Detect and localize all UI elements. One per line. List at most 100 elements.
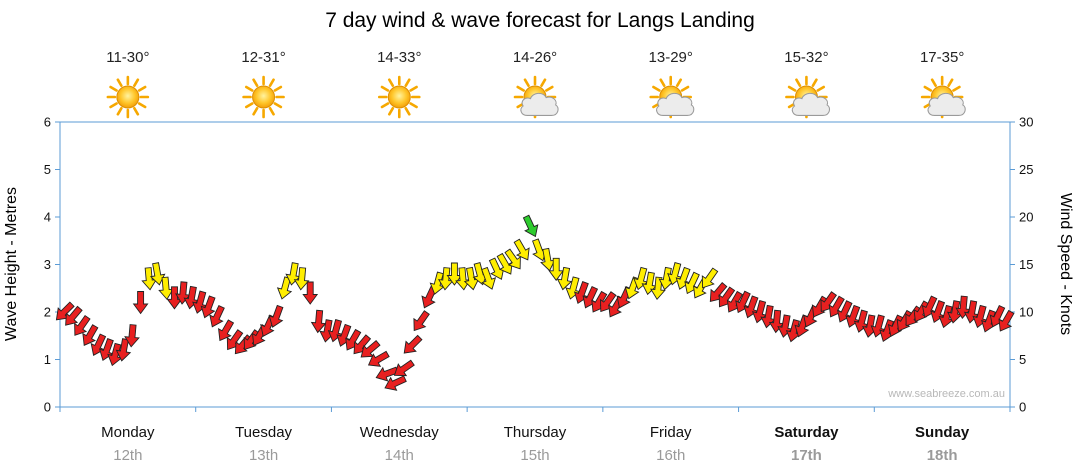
left-tick-label: 0 — [44, 400, 51, 415]
wind-arrow — [209, 304, 225, 328]
day-temp-range: 14-26° — [513, 49, 557, 66]
sun-ray — [380, 102, 390, 109]
sun-icon — [106, 75, 150, 119]
right-tick-label: 0 — [1019, 400, 1026, 415]
sun-ray — [273, 102, 283, 109]
wind-arrow — [293, 267, 310, 291]
wind-arrow — [82, 324, 99, 346]
sun-ray — [252, 78, 259, 87]
sun-ray — [109, 102, 118, 109]
day-temp-range: 14-33° — [377, 49, 421, 66]
sun-ray — [923, 85, 933, 92]
wind-arrow — [218, 319, 235, 342]
sun-ray — [930, 78, 937, 87]
sun-ray — [404, 107, 411, 116]
sun-ray — [380, 85, 390, 92]
sun-ray — [387, 78, 395, 87]
day-name: Saturday — [774, 424, 839, 441]
day-date: 13th — [249, 447, 278, 464]
wind-arrow — [302, 281, 319, 305]
wind-arrow — [65, 305, 83, 326]
watermark: www.seabreeze.com.au — [887, 388, 1005, 400]
right-tick-label: 30 — [1019, 115, 1033, 130]
sun-ray — [137, 85, 147, 92]
wind-arrow — [496, 252, 513, 275]
sun-cloud-icon — [920, 75, 966, 119]
day-date: 12th — [113, 447, 142, 464]
sun-core — [116, 85, 140, 109]
sun-ray — [652, 85, 661, 92]
sun-ray — [787, 85, 797, 92]
day-name: Tuesday — [235, 424, 292, 441]
wind-arrow — [403, 334, 423, 354]
sun-ray — [680, 85, 690, 92]
sun-cloud-icon — [649, 75, 695, 119]
wind-arrows-layer — [55, 214, 1015, 391]
cloud-icon — [520, 92, 559, 116]
sun-ray — [516, 85, 525, 92]
wind-arrow — [548, 257, 565, 282]
sun-ray — [523, 78, 530, 87]
right-tick-label: 5 — [1019, 352, 1026, 367]
left-tick-label: 3 — [44, 257, 51, 272]
plot-frame — [59, 121, 1011, 408]
sun-ray — [133, 107, 140, 116]
wind-arrow — [998, 309, 1015, 332]
day-date: 18th — [927, 447, 958, 464]
day-name: Sunday — [915, 424, 970, 441]
right-axis-label: Wind Speed - Knots — [1057, 193, 1074, 335]
day-temp-range: 17-35° — [920, 49, 964, 66]
sun-core — [387, 85, 411, 109]
sun-ray — [795, 78, 802, 87]
sun-ray — [133, 78, 140, 87]
wind-arrow — [701, 267, 719, 289]
right-tick-label: 15 — [1019, 257, 1033, 272]
cloud-icon — [791, 92, 831, 116]
sun-ray — [116, 78, 123, 87]
right-tick-label: 20 — [1019, 210, 1033, 225]
sun-ray — [404, 78, 411, 87]
sun-ray — [116, 107, 123, 116]
wind-arrow — [905, 305, 922, 327]
day-temp-range: 13-29° — [649, 49, 693, 66]
sun-ray — [109, 85, 118, 92]
wind-arrow — [384, 375, 407, 391]
right-tick-label: 25 — [1019, 162, 1033, 177]
wind-arrow — [513, 238, 530, 261]
sun-icon — [242, 75, 285, 119]
sun-ray — [409, 85, 418, 92]
wind-arrow — [310, 309, 327, 334]
sun-ray — [268, 78, 275, 87]
day-date: 15th — [520, 447, 549, 464]
cloud-icon — [656, 92, 695, 116]
right-tick-label: 10 — [1019, 305, 1033, 320]
day-date: 16th — [656, 447, 685, 464]
sun-ray — [273, 85, 283, 92]
day-name: Monday — [101, 424, 155, 441]
sun-ray — [811, 78, 818, 87]
sun-cloud-icon — [513, 75, 559, 119]
wind-arrow — [481, 266, 497, 290]
left-tick-label: 5 — [44, 162, 51, 177]
sun-ray — [947, 78, 954, 87]
sun-ray — [387, 107, 395, 116]
wind-arrow — [367, 350, 390, 367]
sun-core — [252, 85, 276, 109]
day-temp-range: 12-31° — [241, 49, 285, 66]
sun-ray — [244, 85, 254, 92]
sun-ray — [268, 107, 275, 116]
wind-arrow — [115, 338, 132, 362]
axes: 0 1 2 3 4 5 6 0 5 10 15 20 25 30 — [44, 115, 1034, 415]
sun-ray — [409, 102, 418, 109]
sun-cloud-icon — [785, 75, 831, 119]
wind-arrow — [522, 214, 539, 238]
sun-ray — [244, 102, 254, 109]
day-temp-range: 15-32° — [784, 49, 828, 66]
sun-ray — [540, 78, 547, 87]
left-tick-label: 4 — [44, 210, 51, 225]
wind-arrow — [556, 266, 573, 291]
sun-ray — [659, 78, 666, 87]
wind-arrow — [200, 295, 216, 319]
day-name: Friday — [650, 424, 692, 441]
